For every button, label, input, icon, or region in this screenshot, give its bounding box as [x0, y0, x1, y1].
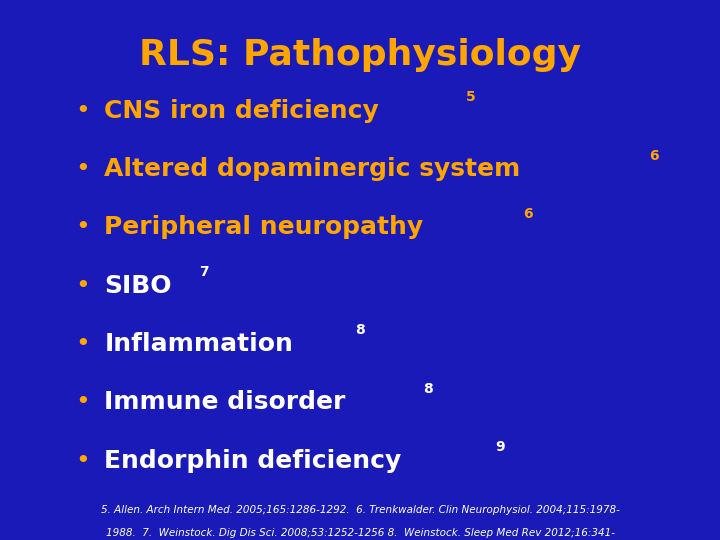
Text: •: • — [76, 274, 90, 298]
Text: 5. Allen. Arch Intern Med. 2005;165:1286-1292.  6. Trenkwalder. Clin Neurophysio: 5. Allen. Arch Intern Med. 2005;165:1286… — [101, 505, 619, 515]
Text: 6: 6 — [523, 207, 533, 221]
Text: 6: 6 — [649, 148, 658, 163]
Text: Altered dopaminergic system: Altered dopaminergic system — [104, 157, 521, 181]
Text: •: • — [76, 332, 90, 356]
Text: Endorphin deficiency: Endorphin deficiency — [104, 449, 402, 472]
Text: •: • — [76, 157, 90, 181]
Text: Peripheral neuropathy: Peripheral neuropathy — [104, 215, 423, 239]
Text: •: • — [76, 390, 90, 414]
Text: Immune disorder: Immune disorder — [104, 390, 346, 414]
Text: 7: 7 — [199, 265, 208, 279]
Text: RLS: Pathophysiology: RLS: Pathophysiology — [139, 38, 581, 72]
Text: 8: 8 — [423, 382, 433, 396]
Text: 5: 5 — [466, 90, 476, 104]
Text: •: • — [76, 99, 90, 123]
Text: •: • — [76, 449, 90, 472]
Text: SIBO: SIBO — [104, 274, 172, 298]
Text: Inflammation: Inflammation — [104, 332, 293, 356]
Text: 9: 9 — [495, 440, 505, 454]
Text: 8: 8 — [355, 323, 365, 338]
Text: CNS iron deficiency: CNS iron deficiency — [104, 99, 379, 123]
Text: 1988.  7.  Weinstock. Dig Dis Sci. 2008;53:1252-1256 8.  Weinstock. Sleep Med Re: 1988. 7. Weinstock. Dig Dis Sci. 2008;53… — [106, 528, 614, 538]
Text: •: • — [76, 215, 90, 239]
